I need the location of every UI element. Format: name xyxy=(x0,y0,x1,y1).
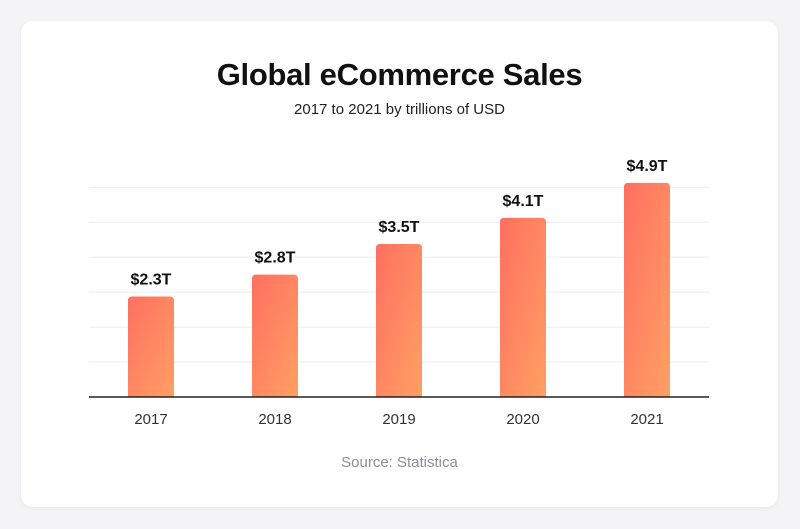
chart-subtitle: 2017 to 2021 by trillions of USD xyxy=(294,101,505,118)
chart-card: Global eCommerce Sales 2017 to 2021 by t… xyxy=(21,21,778,507)
bar-2017 xyxy=(128,296,174,397)
x-tick-2021: 2021 xyxy=(630,411,663,428)
data-label-2020: $4.1T xyxy=(503,193,544,210)
source-note: Source: Statistica xyxy=(341,454,458,471)
bar-chart: $2.3T 2017 $2.8T 2018 $3.5T 2019 $4.1T 2020 $4.9… xyxy=(89,158,709,428)
x-tick-2017: 2017 xyxy=(134,411,167,428)
bar-2019 xyxy=(376,244,422,397)
bar-2018 xyxy=(252,274,298,397)
data-label-2017: $2.3T xyxy=(131,271,172,288)
label-layer: $2.3T 2017 $2.8T 2018 $3.5T 2019 $4.1T 2020 $4.9… xyxy=(131,158,668,428)
bar-2020 xyxy=(500,217,546,397)
data-label-2018: $2.8T xyxy=(255,250,296,267)
data-label-2019: $3.5T xyxy=(379,219,420,236)
chart-title-text: Global eCommerce Sales xyxy=(216,57,583,92)
bar-2021 xyxy=(624,182,670,397)
x-tick-2018: 2018 xyxy=(258,411,291,428)
chart-title: Global eCommerce Sales xyxy=(202,57,597,94)
bar-layer xyxy=(128,182,670,397)
title-wrap: Global eCommerce Sales xyxy=(21,57,778,94)
data-label-2021: $4.9T xyxy=(627,158,668,175)
x-tick-2019: 2019 xyxy=(382,411,415,428)
x-tick-2020: 2020 xyxy=(506,411,539,428)
